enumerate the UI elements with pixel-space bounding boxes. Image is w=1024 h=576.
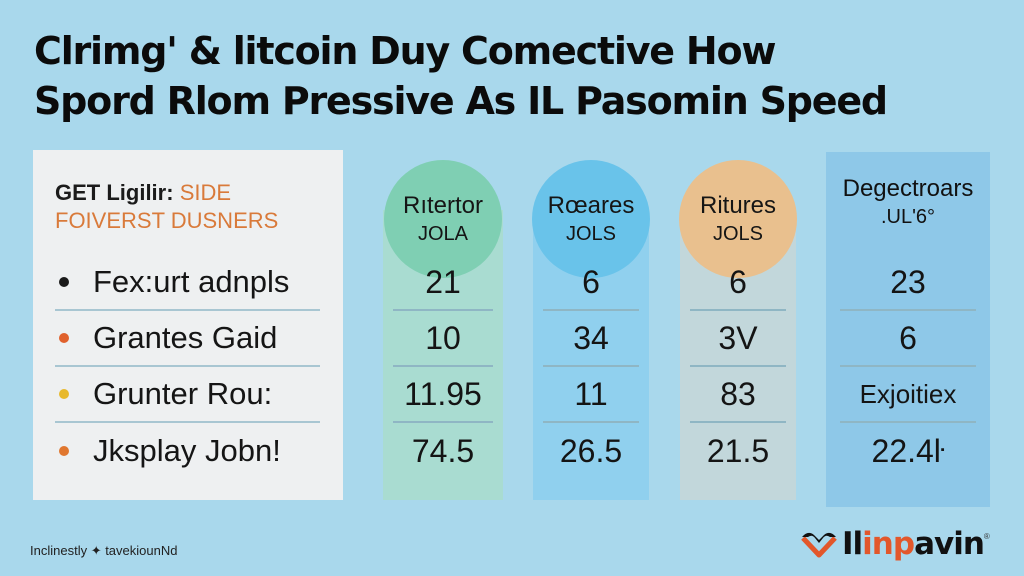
value-cell: 11 bbox=[543, 367, 639, 423]
column-4: Degectroars .UL'6° 23 6 Exjoitiex 22.4ŀ bbox=[826, 152, 990, 507]
title-line-2: Spord Rlom Pressive As IL Pasomin Speed bbox=[34, 79, 888, 123]
column-values: 6 34 11 26.5 bbox=[543, 255, 639, 479]
row-label-item: Grunter Rou: bbox=[55, 367, 320, 423]
value-cell: 26.5 bbox=[559, 432, 623, 469]
column-header-subtitle: JOLS bbox=[565, 223, 617, 245]
column-header-subtitle: JOLA bbox=[417, 223, 469, 245]
bullet-dot-icon bbox=[59, 333, 69, 343]
value-cell: 6 bbox=[840, 311, 976, 367]
value-cell: 21.5 bbox=[706, 432, 770, 469]
value-cell: 6 bbox=[543, 255, 639, 311]
column-header-subtitle: JOLS bbox=[712, 223, 764, 245]
value-cell: 11.95 bbox=[393, 367, 493, 423]
column-values: 21 10 11.95 74.5 bbox=[393, 255, 493, 479]
row-labels: Fex:urt adnpls Grantes Gaid Grunter Rou:… bbox=[55, 255, 320, 479]
panel-subheading: FOIVERST DUSNERS bbox=[55, 208, 279, 233]
column-3: Ritures JOLS 6 3V 83 21.5 bbox=[679, 150, 797, 500]
trademark-icon: ® bbox=[983, 532, 990, 541]
value-cell: 3V bbox=[690, 311, 786, 367]
column-header-subtitle: .UL'6° bbox=[880, 206, 936, 228]
row-label: Fex:urt adnpls bbox=[93, 264, 290, 299]
value-cell: 10 bbox=[393, 311, 493, 367]
column-header-circle: Rıtertor JOLA bbox=[384, 160, 502, 278]
value-cell: 6 bbox=[690, 255, 786, 311]
value-cell: 23 bbox=[840, 255, 976, 311]
column-header-circle: Rœares JOLS bbox=[532, 160, 650, 278]
column-values: 6 3V 83 21.5 bbox=[690, 255, 786, 479]
bullet-dot-icon bbox=[59, 389, 69, 399]
column-header-title: Rıtertor bbox=[402, 192, 483, 219]
column-2: Rœares JOLS 6 34 11 26.5 bbox=[532, 150, 650, 500]
row-label-item: Jksplay Jobn! bbox=[55, 423, 320, 479]
value-cell: 83 bbox=[690, 367, 786, 423]
row-label: Grantes Gaid bbox=[93, 320, 278, 355]
row-label: Jksplay Jobn! bbox=[93, 433, 281, 468]
value-cell: 22.4ŀ bbox=[871, 432, 945, 469]
footnote: Inclinestly ✦ tavekiounNd bbox=[30, 543, 178, 558]
panel-heading-accent: SIDE bbox=[179, 180, 232, 205]
row-label-item: Fex:urt adnpls bbox=[55, 255, 320, 311]
bullet-dot-icon bbox=[59, 277, 69, 287]
brand-name: Ilinpavin bbox=[842, 526, 985, 562]
value-cell: 34 bbox=[543, 311, 639, 367]
value-cell: 21 bbox=[393, 255, 493, 311]
bullet-dot-icon bbox=[59, 446, 69, 456]
column-1: Rıtertor JOLA 21 10 11.95 74.5 bbox=[383, 150, 503, 500]
row-label-item: Grantes Gaid bbox=[55, 311, 320, 367]
row-label: Grunter Rou: bbox=[93, 376, 273, 411]
column-header-title: Ritures bbox=[699, 192, 777, 219]
panel-heading-bold: GET Ligilir: bbox=[55, 180, 174, 205]
column-header: Degectroars .UL'6° bbox=[826, 174, 990, 230]
page-title: Clrimg' & litcoin Duy Comective How Spor… bbox=[34, 26, 994, 126]
column-values: 23 6 Exjoitiex 22.4ŀ bbox=[840, 255, 976, 479]
value-cell: Exjoitiex bbox=[840, 367, 976, 423]
brand-logo: Ilinpavin ® bbox=[800, 526, 990, 562]
heart-logo-icon bbox=[801, 532, 837, 558]
title-line-1: Clrimg' & litcoin Duy Comective How bbox=[34, 29, 777, 73]
value-cell: 74.5 bbox=[411, 432, 475, 469]
column-header-title: Degectroars bbox=[842, 175, 974, 202]
column-header-title: Rœares bbox=[547, 192, 635, 219]
panel-heading: GET Ligilir: SIDE FOIVERST DUSNERS bbox=[55, 180, 278, 234]
label-panel: GET Ligilir: SIDE FOIVERST DUSNERS Fex:u… bbox=[33, 150, 343, 500]
column-header-circle: Ritures JOLS bbox=[679, 160, 797, 278]
